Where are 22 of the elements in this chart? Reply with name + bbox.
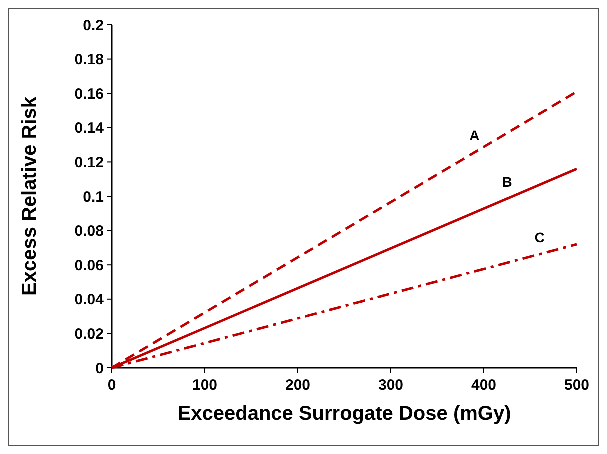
y-tick-label: 0.12 — [74, 154, 104, 172]
y-tick-label: 0.14 — [74, 120, 105, 138]
series-label: A — [470, 128, 480, 144]
y-axis-title: Excess Relative Risk — [19, 96, 41, 296]
y-tick-label: 0.2 — [83, 17, 104, 34]
x-tick-label: 400 — [471, 377, 497, 394]
x-tick-label: 300 — [378, 377, 404, 394]
y-tick-label: 0.1 — [83, 188, 104, 206]
x-tick-label: 100 — [192, 377, 218, 394]
x-tick-label: 500 — [564, 377, 590, 394]
y-tick-label: 0.06 — [74, 257, 104, 274]
x-axis-title: Exceedance Surrogate Dose (mGy) — [178, 403, 512, 425]
y-tick-label: 0.02 — [74, 326, 104, 343]
y-tick-label: 0.18 — [74, 52, 104, 69]
y-tick-label: 0.08 — [74, 223, 104, 240]
y-tick-label: 0 — [96, 360, 104, 378]
y-tick-label: 0.16 — [74, 86, 104, 103]
series-label: C — [534, 229, 545, 246]
y-tick-label: 0.04 — [74, 292, 105, 309]
series-label: B — [502, 174, 512, 190]
x-tick-label: 0 — [108, 377, 116, 394]
x-tick-label: 200 — [285, 377, 311, 394]
